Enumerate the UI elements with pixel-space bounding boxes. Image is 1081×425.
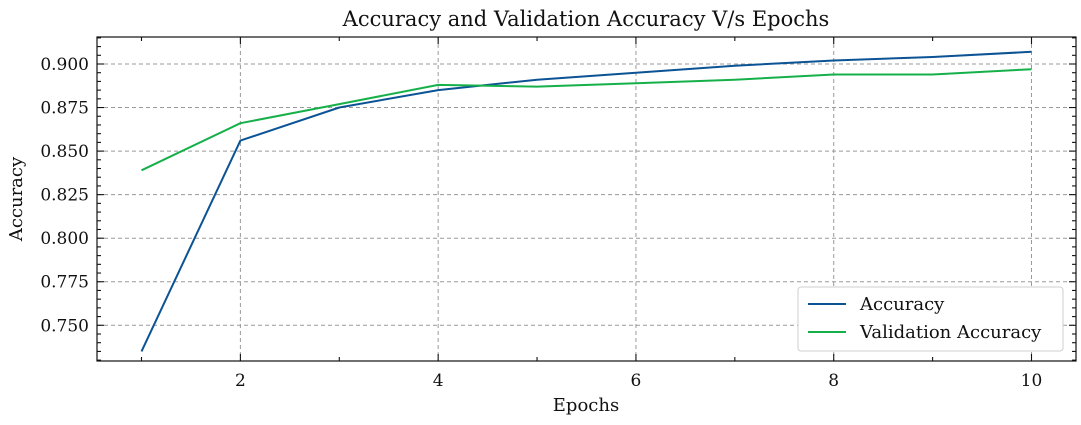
plot-frame [96, 36, 1077, 362]
x-tick-label: 4 [433, 371, 444, 391]
legend: Accuracy Validation Accuracy [797, 286, 1064, 352]
series-line-accuracy [140, 50, 1032, 352]
y-tick-label: 0.875 [40, 99, 89, 119]
y-tick-label: 0.800 [40, 229, 89, 249]
x-axis-label: Epochs [553, 395, 619, 416]
y-tick-label: 0.825 [40, 186, 89, 206]
legend-box [797, 286, 1064, 352]
x-tick-label: 8 [828, 371, 839, 391]
series-layer [140, 50, 1032, 352]
x-tick-label: 10 [1021, 371, 1043, 391]
legend-label-validation-accuracy: Validation Accuracy [859, 322, 1042, 343]
x-tick-label: 2 [235, 371, 246, 391]
series-line-validation-accuracy [141, 68, 1032, 172]
y-axis-label: Accuracy [6, 156, 27, 242]
chart-title: Accuracy and Validation Accuracy V/s Epo… [342, 7, 830, 31]
y-tick-label: 0.775 [40, 273, 89, 293]
y-tick-label: 0.900 [40, 55, 89, 75]
legend-label-accuracy: Accuracy [859, 294, 945, 315]
y-tick-label: 0.850 [40, 142, 89, 162]
y-tick-label: 0.750 [40, 316, 89, 336]
x-tick-label: 6 [631, 371, 642, 391]
tick-layer: 2 4 6 8 10 0.750 0.775 0.800 0.825 0.850 0.875 0.90… [40, 37, 1076, 391]
